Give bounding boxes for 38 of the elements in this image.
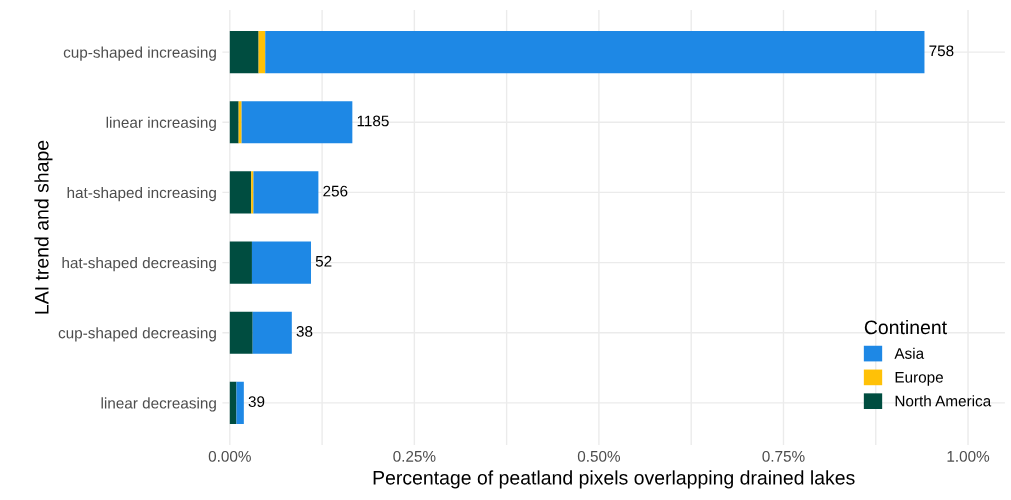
bar bbox=[265, 31, 925, 74]
annotation: 52 bbox=[315, 255, 332, 267]
y-tick-label: linear increasing bbox=[106, 116, 216, 131]
bar bbox=[238, 101, 242, 144]
x-axis-title: Percentage of peatland pixels overlapping drained lakes bbox=[373, 470, 855, 489]
x-tick-label: 0.75% bbox=[762, 450, 805, 462]
y-tick-label: cup-shaped decreasing bbox=[58, 327, 216, 342]
annotation: 38 bbox=[296, 326, 313, 337]
bar bbox=[236, 381, 244, 424]
bar bbox=[258, 31, 266, 74]
y-axis-title: LAI trend and shape bbox=[34, 140, 53, 314]
legend-label: Asia bbox=[894, 347, 925, 359]
bar bbox=[229, 241, 252, 284]
bar bbox=[252, 311, 292, 354]
annotation: 256 bbox=[323, 185, 348, 197]
x-tick-label: 0.50% bbox=[577, 450, 621, 462]
bar bbox=[251, 241, 312, 284]
y-tick-label: cup-shaped increasing bbox=[63, 46, 216, 61]
bar bbox=[229, 311, 253, 354]
x-tick-label: 0.00% bbox=[208, 450, 251, 462]
bar bbox=[229, 381, 237, 424]
x-tick-label: 1.00% bbox=[947, 450, 990, 462]
legend-label: Europe bbox=[895, 372, 943, 386]
annotation: 1185 bbox=[357, 115, 389, 127]
x-tick-label: 0.25% bbox=[393, 450, 436, 462]
legend-title: Continent bbox=[864, 319, 947, 335]
bar bbox=[229, 101, 239, 144]
y-tick-label: hat-shaped decreasing bbox=[62, 257, 216, 272]
bar bbox=[229, 31, 259, 74]
y-tick-label: linear decreasing bbox=[101, 397, 216, 412]
annotation: 39 bbox=[248, 396, 265, 407]
bar bbox=[253, 171, 319, 214]
bar bbox=[251, 171, 254, 214]
bar bbox=[229, 171, 252, 214]
legend-label: North America bbox=[895, 395, 992, 407]
y-tick-label: hat-shaped increasing bbox=[67, 186, 216, 202]
annotation: 758 bbox=[929, 45, 954, 57]
bar bbox=[241, 101, 353, 144]
